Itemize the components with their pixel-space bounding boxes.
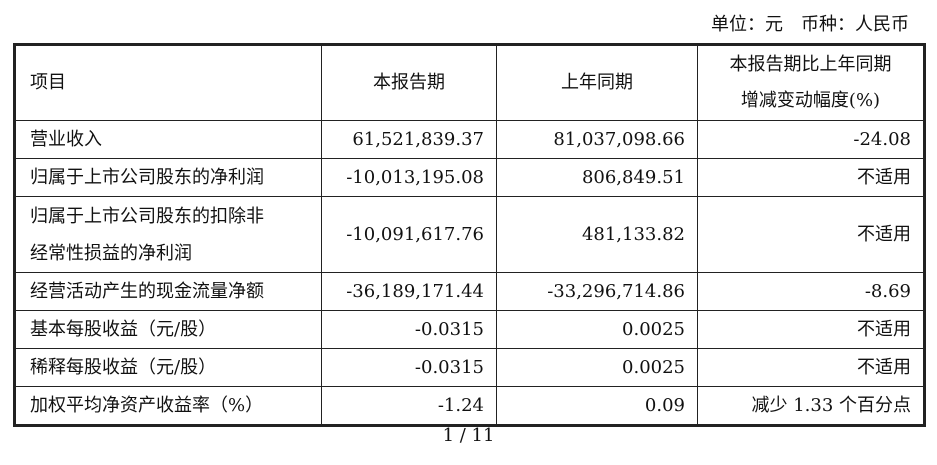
table-row: 经营活动产生的现金流量净额 -36,189,171.44 -33,296,714.8… bbox=[14, 272, 925, 311]
prior-value: 0.09 bbox=[644, 395, 685, 416]
prior-period-cell: 81,037,098.66 bbox=[496, 120, 698, 159]
table-row: 基本每股收益（元/股） -0.0315 0.0025 不适用 bbox=[14, 310, 925, 349]
item-label: 基本每股收益（元/股） bbox=[30, 319, 217, 340]
prior-value: -33,296,714.86 bbox=[547, 281, 685, 302]
prior-value: 0.0025 bbox=[622, 319, 685, 340]
change-value: -24.08 bbox=[853, 129, 911, 150]
header-current-period: 本报告期 bbox=[321, 44, 497, 121]
header-change: 本报告期比上年同期 增减变动幅度(%) bbox=[697, 44, 925, 121]
change-cell: 不适用 bbox=[697, 348, 925, 387]
prior-period-cell: 481,133.82 bbox=[496, 196, 698, 273]
header-change-line1: 本报告期比上年同期 bbox=[729, 54, 892, 75]
item-cell: 稀释每股收益（元/股） bbox=[14, 348, 322, 387]
current-period-cell: -0.0315 bbox=[321, 348, 497, 387]
prior-period-cell: 0.09 bbox=[496, 386, 698, 426]
change-cell: 不适用 bbox=[697, 196, 925, 273]
table-row: 稀释每股收益（元/股） -0.0315 0.0025 不适用 bbox=[14, 348, 925, 387]
item-label: 归属于上市公司股东的扣除非 bbox=[30, 205, 264, 227]
change-cell: 减少 1.33 个百分点 bbox=[697, 386, 925, 426]
table-row: 加权平均净资产收益率（%） -1.24 0.09 减少 1.33 个百分点 bbox=[14, 386, 925, 426]
current-value: -36,189,171.44 bbox=[346, 281, 484, 302]
change-value: 不适用 bbox=[857, 319, 911, 340]
item-label: 经营活动产生的现金流量净额 bbox=[30, 281, 264, 302]
prior-period-cell: -33,296,714.86 bbox=[496, 272, 698, 311]
current-value: -10,013,195.08 bbox=[346, 167, 484, 188]
item-label: 归属于上市公司股东的净利润 bbox=[30, 167, 264, 188]
item-label: 稀释每股收益（元/股） bbox=[30, 357, 217, 378]
table-row: 营业收入 61,521,839.37 81,037,098.66 -24.08 bbox=[14, 120, 925, 159]
change-cell: 不适用 bbox=[697, 310, 925, 349]
current-period-cell: -10,091,617.76 bbox=[321, 196, 497, 273]
item-cell: 基本每股收益（元/股） bbox=[14, 310, 322, 349]
current-period-cell: -36,189,171.44 bbox=[321, 272, 497, 311]
header-prior-period: 上年同期 bbox=[496, 44, 698, 121]
current-value: 61,521,839.37 bbox=[352, 129, 484, 150]
item-label: 营业收入 bbox=[30, 129, 102, 150]
header-item: 项目 bbox=[14, 44, 322, 121]
page-number: 1 / 11 bbox=[442, 425, 495, 446]
item-cell: 归属于上市公司股东的净利润 bbox=[14, 158, 322, 197]
prior-period-cell: 806,849.51 bbox=[496, 158, 698, 197]
current-period-cell: -1.24 bbox=[321, 386, 497, 426]
item-cell: 加权平均净资产收益率（%） bbox=[14, 386, 322, 426]
unit-currency-note: 单位：元 币种：人民币 bbox=[711, 14, 909, 35]
item-label-line2: 经常性损益的净利润 bbox=[30, 242, 192, 264]
current-period-cell: 61,521,839.37 bbox=[321, 120, 497, 159]
table-row: 归属于上市公司股东的扣除非 经常性损益的净利润 -10,091,617.76 481,… bbox=[14, 196, 925, 273]
change-cell: 不适用 bbox=[697, 158, 925, 197]
item-label: 加权平均净资产收益率（%） bbox=[30, 395, 264, 416]
prior-period-cell: 0.0025 bbox=[496, 310, 698, 349]
change-cell: -8.69 bbox=[697, 272, 925, 311]
item-cell: 营业收入 bbox=[14, 120, 322, 159]
current-value: -1.24 bbox=[437, 395, 484, 416]
prior-period-cell: 0.0025 bbox=[496, 348, 698, 387]
change-value: 不适用 bbox=[857, 224, 911, 245]
current-value: -0.0315 bbox=[414, 357, 484, 378]
change-value: 减少 1.33 个百分点 bbox=[751, 395, 911, 416]
prior-value: 81,037,098.66 bbox=[553, 129, 685, 150]
change-value: -8.69 bbox=[864, 281, 911, 302]
prior-value: 806,849.51 bbox=[581, 167, 685, 188]
change-value: 不适用 bbox=[857, 357, 911, 378]
item-cell: 经营活动产生的现金流量净额 bbox=[14, 272, 322, 311]
prior-value: 0.0025 bbox=[622, 357, 685, 378]
current-period-cell: -0.0315 bbox=[321, 310, 497, 349]
change-cell: -24.08 bbox=[697, 120, 925, 159]
table-header-row: 项目 本报告期 上年同期 本报告期比上年同期 增减变动幅度(%) bbox=[14, 44, 925, 121]
current-value: -10,091,617.76 bbox=[346, 224, 484, 245]
financial-data-table: 项目 本报告期 上年同期 本报告期比上年同期 增减变动幅度(%) 营业收入 61,5… bbox=[13, 43, 926, 427]
header-change-line2: 增减变动幅度(%) bbox=[740, 90, 881, 111]
current-value: -0.0315 bbox=[414, 319, 484, 340]
item-cell: 归属于上市公司股东的扣除非 经常性损益的净利润 bbox=[14, 196, 322, 273]
table-row: 归属于上市公司股东的净利润 -10,013,195.08 806,849.51 不适用 bbox=[14, 158, 925, 197]
prior-value: 481,133.82 bbox=[581, 224, 685, 245]
change-value: 不适用 bbox=[857, 167, 911, 188]
current-period-cell: -10,013,195.08 bbox=[321, 158, 497, 197]
